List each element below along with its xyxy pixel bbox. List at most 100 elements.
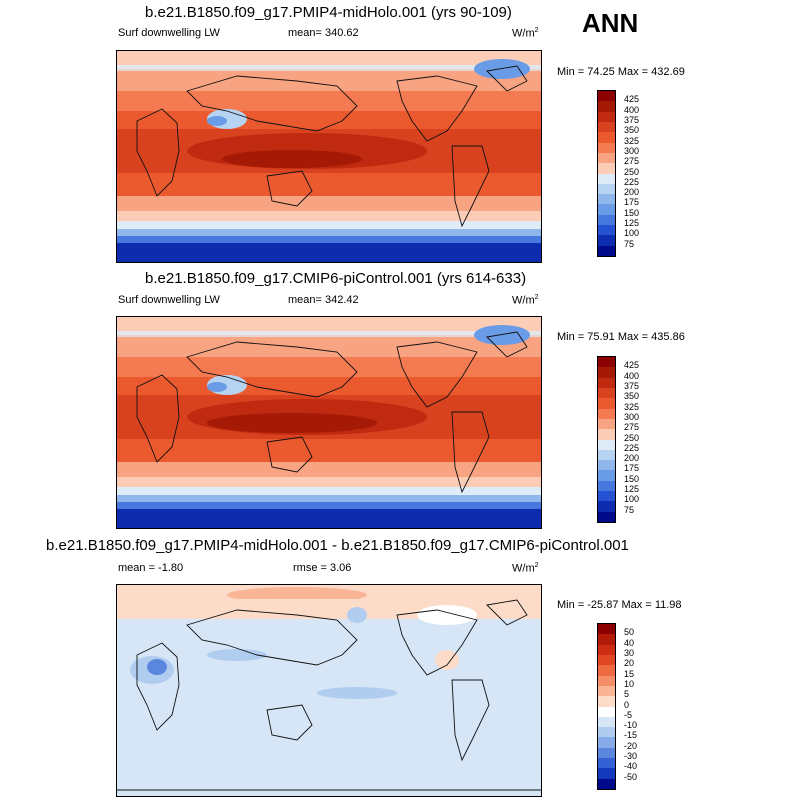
colorbar-tick-label: 250	[624, 166, 640, 177]
colorbar-tick-label: 100	[624, 494, 640, 505]
panel-2-map-svg	[117, 317, 541, 528]
colorbar-swatch	[598, 235, 615, 246]
colorbar-swatch	[598, 121, 615, 133]
colorbar-swatch	[598, 101, 615, 112]
colorbar-tick-label: 15	[624, 668, 635, 679]
panel-2-mean-label: mean= 342.42	[288, 294, 359, 306]
panel-3-colorbar	[597, 623, 616, 790]
panel-1-map-svg	[117, 51, 541, 262]
colorbar-tick-label: 150	[624, 207, 640, 218]
panel-1-coastlines	[136, 65, 528, 228]
panel-1-units: W/m2	[512, 27, 539, 40]
colorbar-tick-label: 225	[624, 176, 640, 187]
colorbar-tick-label: -40	[624, 761, 638, 772]
colorbar-tick-label: -20	[624, 740, 638, 751]
colorbar-tick-label: 325	[624, 401, 640, 412]
colorbar-swatch	[598, 737, 615, 748]
colorbar-tick-label: 375	[624, 380, 640, 391]
panel-2-colorbar	[597, 356, 616, 523]
colorbar-tick-label: 250	[624, 432, 640, 443]
colorbar-swatch	[598, 142, 615, 153]
colorbar-swatch	[598, 624, 615, 635]
colorbar-swatch	[598, 696, 615, 707]
colorbar-swatch	[598, 449, 615, 461]
panel-2-units: W/m2	[512, 294, 539, 307]
colorbar-tick-label: 125	[624, 218, 640, 229]
colorbar-swatch	[598, 480, 615, 492]
panel-3-title: b.e21.B1850.f09_g17.PMIP4-midHolo.001 - …	[46, 537, 629, 554]
colorbar-tick-label: 100	[624, 228, 640, 239]
colorbar-swatch	[598, 132, 615, 143]
colorbar-tick-label: 50	[624, 627, 635, 638]
colorbar-swatch	[598, 163, 615, 174]
panel-1-variable-label: Surf downwelling LW	[118, 27, 220, 39]
colorbar-tick-label: -5	[624, 709, 633, 720]
colorbar-tick-label: 150	[624, 473, 640, 484]
colorbar-swatch	[598, 152, 615, 164]
colorbar-tick-label: 425	[624, 94, 640, 105]
panel-2-coastlines	[136, 331, 528, 494]
colorbar-swatch	[598, 758, 615, 769]
colorbar-swatch	[598, 634, 615, 645]
colorbar-swatch	[598, 644, 615, 655]
colorbar-swatch	[598, 398, 615, 409]
season-label: ANN	[582, 8, 639, 38]
colorbar-swatch	[598, 377, 615, 388]
colorbar-tick-label: 30	[624, 647, 635, 658]
colorbar-swatch	[598, 357, 615, 368]
colorbar-tick-label: 20	[624, 658, 635, 669]
colorbar-tick-label: 175	[624, 197, 640, 208]
colorbar-tick-label: -15	[624, 730, 638, 741]
panel-2-title: b.e21.B1850.f09_g17.CMIP6-piControl.001 …	[145, 270, 527, 287]
colorbar-swatch	[598, 491, 615, 502]
colorbar-swatch	[598, 716, 615, 728]
colorbar-swatch	[598, 706, 615, 717]
colorbar-tick-label: 225	[624, 442, 640, 453]
colorbar-swatch	[598, 173, 615, 184]
colorbar-tick-label: -10	[624, 720, 638, 731]
colorbar-swatch	[598, 470, 615, 481]
panel-2-map	[116, 316, 542, 529]
colorbar-tick-label: 375	[624, 114, 640, 125]
colorbar-swatch	[598, 675, 615, 686]
colorbar-tick-label: 200	[624, 453, 640, 464]
colorbar-tick-label: 175	[624, 463, 640, 474]
colorbar-swatch	[598, 245, 615, 256]
colorbar-swatch	[598, 727, 615, 738]
colorbar-swatch	[598, 418, 615, 430]
colorbar-tick-label: -50	[624, 771, 638, 782]
colorbar-swatch	[598, 439, 615, 450]
colorbar-tick-label: 350	[624, 391, 640, 402]
colorbar-tick-label: 125	[624, 484, 640, 495]
panel-2-variable-label: Surf downwelling LW	[118, 294, 220, 306]
colorbar-swatch	[598, 387, 615, 399]
colorbar-tick-label: 10	[624, 678, 635, 689]
colorbar-swatch	[598, 111, 615, 122]
colorbar-tick-label: 300	[624, 411, 640, 422]
colorbar-tick-label: 275	[624, 422, 640, 433]
colorbar-swatch	[598, 429, 615, 440]
panel-3-minmax: Min = -25.87 Max = 11.98	[557, 599, 682, 611]
panel-3-map-svg	[117, 585, 541, 796]
panel-3-coastlines	[117, 599, 541, 791]
colorbar-swatch	[598, 183, 615, 195]
colorbar-swatch	[598, 685, 615, 697]
panel-3-units: W/m2	[512, 562, 539, 575]
colorbar-swatch	[598, 225, 615, 236]
colorbar-swatch	[598, 665, 615, 676]
colorbar-tick-label: 75	[624, 238, 635, 249]
colorbar-swatch	[598, 367, 615, 378]
colorbar-tick-label: 350	[624, 125, 640, 136]
colorbar-tick-label: 275	[624, 156, 640, 167]
colorbar-swatch	[598, 654, 615, 666]
panel-1-title: b.e21.B1850.f09_g17.PMIP4-midHolo.001 (y…	[145, 4, 512, 21]
panel-3-map	[116, 584, 542, 797]
colorbar-swatch	[598, 194, 615, 205]
colorbar-tick-label: 325	[624, 135, 640, 146]
colorbar-swatch	[598, 501, 615, 512]
colorbar-swatch	[598, 768, 615, 779]
colorbar-swatch	[598, 747, 615, 759]
panel-1-map	[116, 50, 542, 263]
colorbar-swatch	[598, 204, 615, 215]
colorbar-tick-label: 75	[624, 504, 635, 515]
